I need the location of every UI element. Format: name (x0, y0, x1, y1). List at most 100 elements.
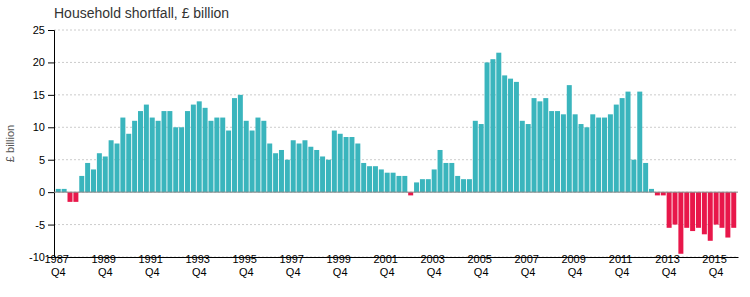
x-tick: 1991 Q4 (138, 253, 166, 278)
x-tick: 2015 Q4 (702, 253, 730, 278)
bar (144, 105, 149, 193)
chart: -10-505101520251987 Q41989 Q41991 Q41993… (0, 0, 750, 297)
bar (220, 118, 225, 193)
bar (326, 160, 331, 192)
bar (690, 192, 695, 231)
bar (543, 98, 548, 192)
bar (97, 153, 102, 192)
bar (532, 98, 537, 192)
bar (479, 124, 484, 192)
x-tick-label: 2005 Q4 (467, 253, 495, 278)
bar (614, 105, 619, 193)
bar (314, 150, 319, 192)
bar (396, 176, 401, 192)
x-tick-label: 2009 Q4 (561, 253, 589, 278)
bar (161, 111, 166, 192)
x-tick: 1993 Q4 (185, 253, 213, 278)
y-tick: 5 (39, 154, 54, 166)
bar (514, 82, 519, 192)
bar (667, 192, 672, 228)
bar (279, 150, 284, 192)
bar (373, 166, 378, 192)
x-tick-label: 2011 Q4 (609, 253, 636, 278)
y-tick-label: 0 (39, 186, 45, 198)
bar (114, 144, 119, 193)
grid (54, 30, 738, 257)
x-tick: 2011 Q4 (609, 253, 636, 278)
y-tick-mark (48, 225, 54, 226)
bar (197, 101, 202, 192)
bar (338, 134, 343, 192)
y-tick: 25 (33, 24, 54, 36)
x-tick: 1997 Q4 (279, 253, 307, 278)
bar (291, 140, 296, 192)
y-tick-label: -5 (35, 219, 45, 231)
x-tick-label: 1995 Q4 (232, 253, 260, 278)
bar (126, 134, 131, 192)
bar (167, 111, 172, 192)
bar (490, 59, 495, 192)
bar (714, 192, 719, 224)
x-tick-label: 1999 Q4 (326, 253, 354, 278)
bar (678, 192, 683, 254)
bar (367, 166, 372, 192)
y-tick-label: 5 (39, 154, 45, 166)
x-tick-label: 1997 Q4 (279, 253, 307, 278)
grid-line (54, 192, 738, 193)
bar (391, 173, 396, 192)
y-tick-mark (48, 127, 54, 128)
bar (73, 192, 78, 202)
y-tick-label: 15 (33, 89, 45, 101)
bar (250, 131, 255, 193)
bar (203, 108, 208, 192)
grid-line (54, 224, 738, 225)
bar (85, 163, 90, 192)
x-axis: 1987 Q41989 Q41991 Q41993 Q41995 Q41997 … (44, 253, 738, 278)
bar (590, 114, 595, 192)
y-tick-label: 10 (33, 121, 45, 133)
bars (56, 53, 736, 254)
bar (719, 192, 724, 228)
bar (238, 95, 243, 192)
bar (579, 124, 584, 192)
y-tick-mark (48, 160, 54, 161)
bar (584, 127, 589, 192)
bar (455, 176, 460, 192)
bar (191, 105, 196, 193)
bar (520, 121, 525, 192)
y-tick-label: -10 (29, 251, 45, 263)
y-tick-mark (48, 62, 54, 63)
bar (255, 118, 260, 193)
bar (261, 121, 266, 192)
bar (432, 169, 437, 192)
x-tick: 1995 Q4 (232, 253, 260, 278)
y-tick-mark (48, 192, 54, 193)
bar (267, 144, 272, 193)
bar (555, 111, 560, 192)
bar (138, 111, 143, 192)
bar (244, 121, 249, 192)
x-tick-label: 2001 Q4 (373, 253, 401, 278)
bar (120, 118, 125, 193)
y-tick: 15 (33, 89, 54, 101)
bar (596, 118, 601, 193)
title: Household shortfall, £ billion (54, 5, 229, 21)
x-tick: 1989 Q4 (91, 253, 119, 278)
bar (449, 163, 454, 192)
x-tick: 2005 Q4 (467, 253, 495, 278)
bar (567, 85, 572, 192)
x-tick-label: 1989 Q4 (91, 253, 119, 278)
y-tick-label: 20 (33, 56, 45, 68)
x-tick: 2007 Q4 (514, 253, 542, 278)
bar (608, 114, 613, 192)
x-tick-label: 2013 Q4 (655, 253, 683, 278)
bar (631, 160, 636, 192)
x-tick: 2013 Q4 (655, 253, 683, 278)
bar (537, 101, 542, 192)
bar (208, 121, 213, 192)
y-tick: 0 (39, 186, 54, 198)
bar (473, 121, 478, 192)
bar (150, 118, 155, 193)
bar (508, 79, 513, 193)
bar (379, 169, 384, 192)
